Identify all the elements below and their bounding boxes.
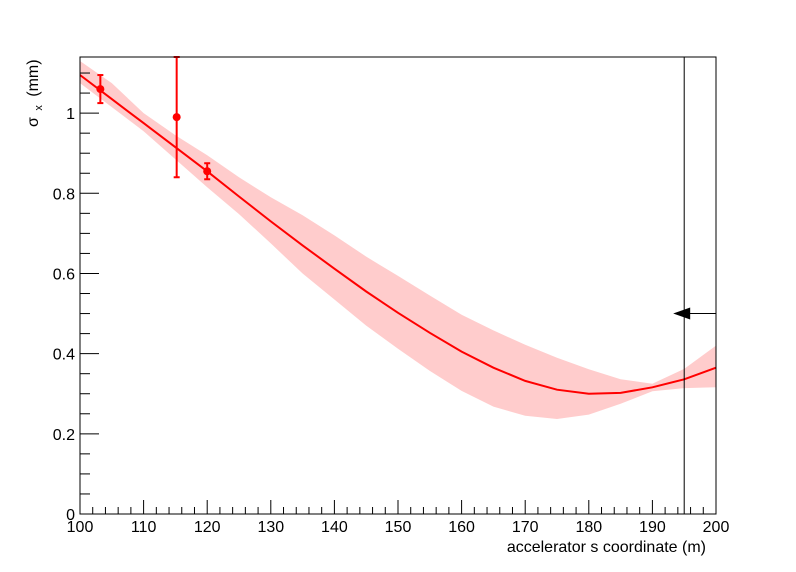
point-marker: [96, 85, 105, 94]
x-tick-label: 160: [448, 519, 475, 536]
x-tick-label: 180: [575, 519, 602, 536]
y-tick-label: 0.4: [53, 347, 75, 364]
x-tick-label: 130: [257, 519, 284, 536]
fit-curve: [79, 74, 717, 395]
y-tick-label: 0.2: [53, 427, 75, 444]
x-axis-title: accelerator s coordinate (m): [507, 539, 706, 556]
y-axis-title-symbol: σ: [25, 117, 42, 127]
data-point: [172, 56, 181, 179]
arrow-head: [673, 307, 691, 320]
data-point: [203, 162, 212, 181]
y-tick-label: 0.6: [53, 266, 75, 283]
y-axis-title: σ x (mm): [25, 59, 46, 127]
x-tick-label: 110: [131, 519, 157, 536]
data-point: [96, 74, 105, 105]
uncertainty-band: [80, 61, 716, 419]
x-tick-label: 190: [639, 519, 666, 536]
x-tick-label: 200: [703, 519, 730, 536]
x-tick-label: 120: [194, 519, 221, 536]
x-tick-label: 150: [385, 519, 412, 536]
point-marker: [203, 167, 212, 176]
data-points-layer: [96, 56, 212, 181]
y-tick-label: 1: [66, 106, 75, 123]
y-axis-title-subscript: x: [33, 105, 45, 111]
x-tick-label: 100: [67, 519, 94, 536]
y-axis-title-unit: (mm): [25, 59, 42, 96]
uncertainty-band-layer: [80, 61, 716, 419]
fit-curve-layer: [79, 74, 717, 395]
point-marker: [172, 113, 181, 122]
y-tick-label: 0: [66, 507, 75, 524]
axes-layer: 100 110 120 130 140 150 160 170 180 190 200 0 0.2 0.4…: [53, 72, 730, 536]
x-tick-label: 140: [321, 519, 348, 536]
x-tick-label: 170: [512, 519, 539, 536]
y-tick-label: 0.8: [53, 186, 75, 203]
position-marker-layer: [673, 57, 716, 514]
